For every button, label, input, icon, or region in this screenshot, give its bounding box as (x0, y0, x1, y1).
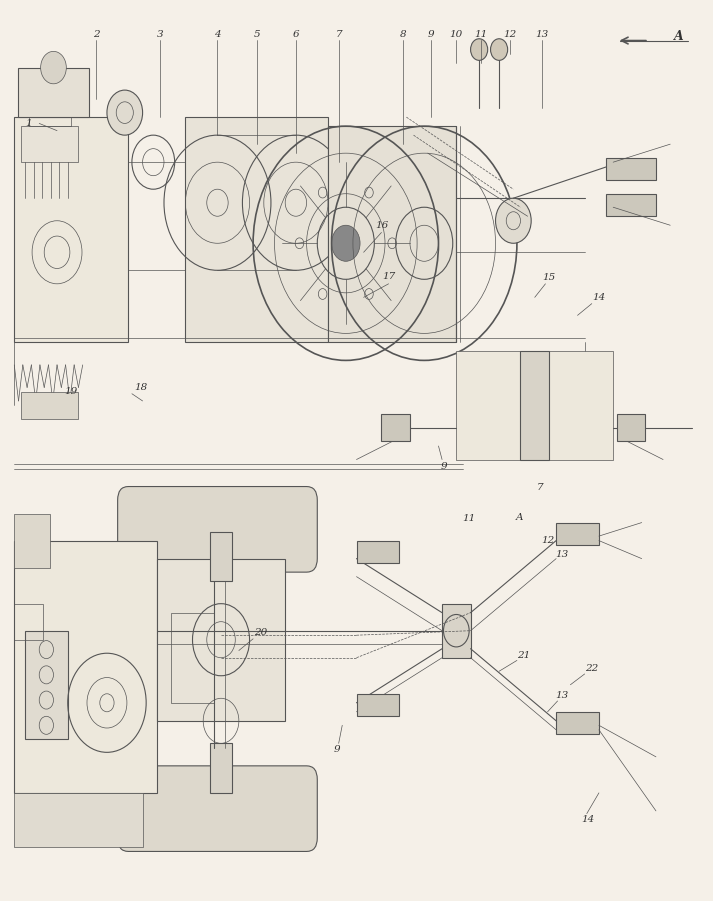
Text: 18: 18 (135, 383, 148, 392)
Bar (14, 117, 128, 342)
Circle shape (496, 198, 531, 243)
Text: 13: 13 (555, 550, 568, 559)
Text: 12: 12 (503, 30, 516, 39)
Text: 22: 22 (585, 664, 598, 673)
Text: A: A (674, 30, 684, 42)
Bar (18, 68, 89, 117)
Text: 7: 7 (335, 30, 342, 39)
Bar (171, 613, 214, 703)
Text: 1: 1 (25, 119, 32, 128)
Text: 11: 11 (462, 514, 475, 523)
Text: 5: 5 (253, 30, 260, 39)
Bar (442, 604, 471, 658)
Text: 9: 9 (333, 745, 340, 754)
Text: 3: 3 (157, 30, 164, 39)
Bar (128, 162, 185, 270)
Bar (556, 523, 599, 545)
Bar (157, 559, 285, 721)
Bar (14, 793, 143, 847)
Text: 11: 11 (475, 30, 488, 39)
Text: 20: 20 (254, 628, 267, 637)
Bar (520, 351, 549, 460)
FancyBboxPatch shape (118, 766, 317, 851)
Text: 9: 9 (428, 30, 435, 39)
Circle shape (443, 614, 469, 647)
Bar (556, 712, 599, 734)
Text: 9: 9 (441, 462, 448, 471)
Text: 2: 2 (93, 30, 100, 39)
Circle shape (107, 90, 143, 135)
Bar (14, 541, 157, 793)
Text: 6: 6 (292, 30, 299, 39)
Bar (29, 104, 71, 126)
Text: A: A (515, 513, 523, 522)
Text: 13: 13 (555, 691, 568, 700)
Circle shape (332, 225, 360, 261)
Text: 4: 4 (214, 30, 221, 39)
Text: 10: 10 (450, 30, 463, 39)
Bar (14, 514, 50, 568)
Bar (356, 541, 399, 563)
Circle shape (491, 39, 508, 60)
Bar (185, 117, 328, 342)
Text: 17: 17 (382, 272, 395, 281)
Bar (21, 126, 78, 162)
Bar (606, 194, 656, 216)
Bar (210, 743, 232, 793)
Bar (14, 604, 43, 640)
Bar (456, 351, 613, 460)
Text: 19: 19 (65, 387, 78, 396)
Bar (606, 158, 656, 180)
Text: 21: 21 (518, 651, 530, 660)
Text: 7: 7 (537, 483, 544, 492)
Text: 8: 8 (399, 30, 406, 39)
Bar (210, 532, 232, 581)
Bar (381, 414, 410, 441)
Bar (25, 631, 68, 739)
Bar (21, 392, 78, 419)
Text: 14: 14 (582, 815, 595, 824)
Bar (328, 126, 456, 342)
Circle shape (41, 51, 66, 84)
Bar (617, 414, 645, 441)
Text: 14: 14 (593, 293, 605, 302)
Circle shape (471, 39, 488, 60)
Bar (356, 694, 399, 716)
Text: 13: 13 (535, 30, 548, 39)
FancyBboxPatch shape (118, 487, 317, 572)
Text: 16: 16 (375, 221, 388, 230)
Text: 12: 12 (541, 536, 554, 545)
Text: 15: 15 (543, 273, 555, 282)
